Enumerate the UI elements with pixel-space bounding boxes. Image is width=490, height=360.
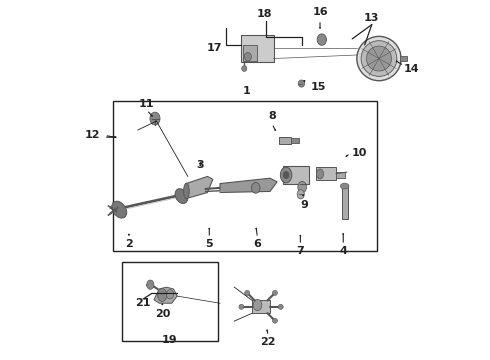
Ellipse shape [367,46,392,71]
Bar [342,187,347,219]
Bar [242,35,273,62]
Ellipse shape [298,181,306,193]
Bar [122,262,218,341]
Ellipse shape [245,291,250,296]
Text: 20: 20 [155,309,171,319]
Polygon shape [220,178,277,193]
Ellipse shape [245,53,251,61]
Text: 13: 13 [364,13,379,23]
Bar [113,102,377,251]
Text: 12: 12 [85,130,100,140]
Text: 1: 1 [243,86,251,96]
Text: 15: 15 [311,82,326,92]
Ellipse shape [157,289,167,301]
Polygon shape [186,176,213,199]
Text: 22: 22 [261,337,276,347]
Text: 21: 21 [135,298,151,308]
Bar [243,45,257,61]
Polygon shape [154,287,177,303]
Text: 2: 2 [125,239,133,249]
Text: 14: 14 [404,64,419,74]
Text: 4: 4 [339,246,347,256]
Ellipse shape [150,112,160,125]
Ellipse shape [242,66,247,71]
Ellipse shape [317,169,323,179]
Text: 18: 18 [257,9,272,19]
Bar [292,138,298,143]
Ellipse shape [112,201,127,218]
Ellipse shape [239,304,244,309]
Ellipse shape [272,318,277,323]
Ellipse shape [175,189,188,203]
Text: 8: 8 [268,111,276,121]
Text: 11: 11 [139,99,154,109]
Ellipse shape [253,299,262,311]
Bar [252,300,270,313]
Ellipse shape [251,183,260,193]
Bar [283,166,309,184]
Ellipse shape [361,41,397,76]
Text: 16: 16 [312,8,328,18]
Text: 7: 7 [296,246,304,256]
Bar [317,167,336,180]
Ellipse shape [298,80,305,87]
Text: 9: 9 [300,200,308,210]
Ellipse shape [280,167,292,183]
Text: 19: 19 [162,335,178,345]
Ellipse shape [283,171,289,179]
Ellipse shape [278,304,283,309]
Ellipse shape [272,291,277,296]
Bar [400,56,407,61]
Bar [279,137,292,144]
Ellipse shape [317,34,326,45]
Text: 10: 10 [352,148,368,158]
Text: 6: 6 [253,239,262,249]
Ellipse shape [357,36,401,81]
Ellipse shape [341,183,349,189]
Text: 17: 17 [206,43,222,53]
Text: 5: 5 [205,239,213,249]
Text: 3: 3 [196,160,204,170]
Ellipse shape [147,280,154,289]
Ellipse shape [167,290,173,299]
Bar [336,172,345,178]
Ellipse shape [184,183,189,199]
Ellipse shape [297,190,304,199]
